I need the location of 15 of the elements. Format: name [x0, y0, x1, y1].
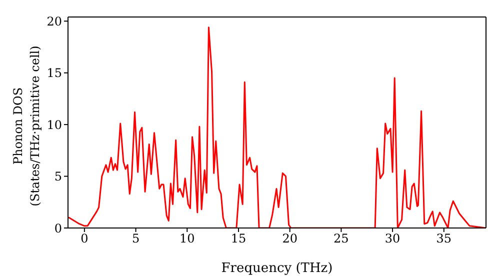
- x-tick-label: 0: [80, 232, 88, 246]
- y-tick-label: 10: [46, 118, 62, 132]
- y-tick-label: 0: [54, 221, 62, 236]
- y-tick-label: 15: [46, 66, 62, 80]
- x-axis-title: Frequency (THz): [221, 261, 333, 276]
- x-tick-label: 20: [282, 232, 298, 246]
- y-tick-label: 5: [54, 170, 62, 184]
- x-tick-label: 30: [384, 232, 400, 246]
- x-tick-label: 10: [179, 232, 195, 246]
- x-tick-label: 25: [334, 232, 349, 246]
- x-tick-label: 15: [230, 232, 246, 246]
- x-tick-label: 35: [436, 232, 452, 246]
- x-tick-label: 5: [132, 232, 140, 246]
- y-tick-label: 20: [46, 14, 62, 28]
- y-axis-title: Phonon DOS (States/THz·primitive cell): [11, 46, 42, 206]
